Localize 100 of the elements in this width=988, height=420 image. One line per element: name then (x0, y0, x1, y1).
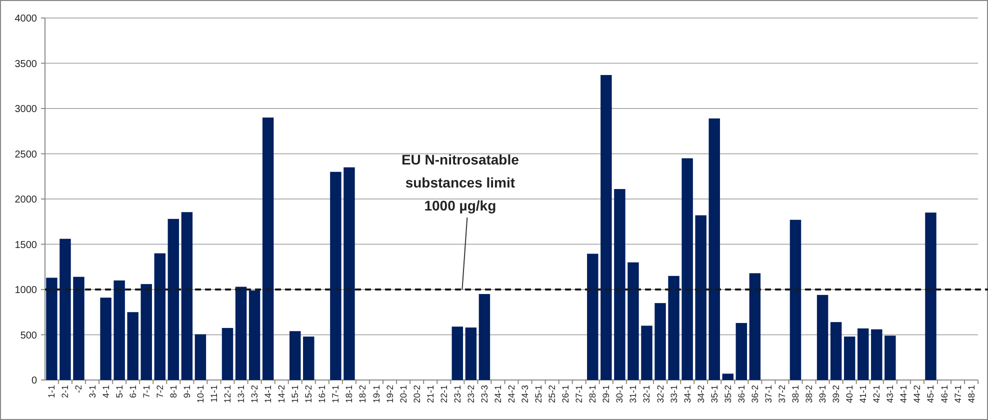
bar (235, 286, 247, 380)
bar (303, 336, 314, 380)
x-tick-label: 4-1 (100, 385, 111, 398)
y-tick-label: 1000 (14, 285, 38, 296)
bar (46, 278, 58, 380)
x-tick-label: 17-1 (330, 385, 341, 404)
x-tick-label: 3-1 (87, 385, 98, 398)
bar (344, 167, 355, 380)
bar (168, 218, 180, 380)
bar (248, 290, 260, 380)
x-tick-label: 12-1 (222, 385, 232, 404)
y-tick-label: 500 (20, 330, 38, 342)
y-tick-label: 3500 (14, 58, 38, 70)
x-tick-label: 15-2 (304, 385, 314, 404)
bar (816, 294, 828, 380)
y-tick-label: 3000 (14, 104, 38, 115)
x-tick-label: 11-1 (208, 385, 219, 402)
x-tick-label: 13-1 (236, 385, 246, 404)
bar (641, 326, 652, 380)
bar (668, 276, 680, 380)
x-tick-label: 45-1 (926, 385, 936, 404)
x-tick-label: 44-1 (898, 385, 909, 404)
x-tick-label: 18-2 (358, 385, 368, 404)
x-tick-label: 23-3 (479, 385, 490, 404)
x-tick-label: 48-1 (966, 385, 976, 404)
x-tick-label: 24-1 (492, 385, 503, 404)
x-tick-label: 1-1 (46, 385, 57, 398)
bar (60, 238, 71, 380)
x-tick-label: 14-2 (276, 385, 287, 404)
bar (290, 331, 301, 380)
ref-line-label: EU N-nitrosatable substances limit 1000 µg/kg (401, 152, 520, 214)
x-tick-label: 32-1 (642, 385, 652, 404)
x-tick-label: 15-1 (290, 385, 300, 404)
x-tick-label: 42-1 (872, 385, 882, 404)
x-tick-label: 38-1 (790, 385, 800, 404)
x-tick-label: 10-1 (195, 385, 206, 404)
bar (181, 212, 193, 380)
bar (587, 254, 598, 380)
y-tick-label: 4000 (14, 14, 38, 24)
x-tick-label: 33-1 (668, 385, 679, 404)
x-tick-label: 24-3 (520, 385, 530, 404)
y-tick-label: 2500 (14, 149, 38, 160)
bar (722, 374, 734, 380)
x-tick-label: 19-2 (384, 385, 395, 404)
x-tick-label: 22-1 (438, 385, 449, 404)
bar (614, 189, 626, 380)
x-tick-label: 23-1 (452, 385, 462, 404)
bar (73, 276, 84, 380)
x-tick-label: 44-2 (912, 385, 922, 404)
x-tick-label: 23-2 (466, 385, 476, 404)
x-tick-label: 14-1 (263, 385, 274, 404)
x-tick-label: 6-1 (128, 385, 138, 398)
x-tick-label: 35-1 (709, 385, 720, 404)
x-tick-label: 18-1 (344, 385, 354, 404)
x-tick-label: 21-1 (425, 385, 436, 404)
x-tick-label: 39-2 (831, 385, 842, 404)
bar (100, 298, 112, 380)
x-tick-label: 20-2 (412, 385, 422, 404)
bar (478, 294, 490, 380)
bar (222, 328, 234, 380)
x-tick-label: 38-2 (804, 385, 814, 404)
bar (790, 220, 802, 380)
x-tick-label: 29-1 (601, 385, 612, 404)
bar (708, 118, 720, 380)
x-tick-label: 46-1 (939, 385, 950, 404)
bar (736, 322, 748, 380)
bar (465, 328, 477, 380)
x-tick-label: 41-1 (858, 385, 868, 404)
bar (452, 326, 464, 380)
bar (749, 273, 761, 380)
bar (682, 158, 693, 380)
y-tick-label: 2000 (14, 194, 38, 206)
bar (654, 303, 666, 380)
bar (871, 329, 882, 380)
bar (628, 262, 639, 380)
bar (858, 328, 869, 380)
x-tick-label: 5-1 (114, 385, 124, 398)
y-tick-label: 0 (31, 376, 38, 386)
x-tick-label: 47-1 (952, 385, 963, 404)
bar (154, 253, 166, 380)
bar (695, 215, 706, 380)
x-tick-label: 31-1 (628, 385, 638, 404)
x-tick-label: 40-1 (844, 385, 855, 404)
x-tick-label: 24-2 (506, 385, 516, 404)
bar (262, 118, 274, 380)
x-tick-label: 27-1 (574, 385, 584, 404)
x-tick-label: 34-1 (682, 385, 692, 404)
x-tick-label: 26-1 (560, 385, 571, 404)
bar (114, 280, 125, 380)
bar (830, 322, 842, 380)
x-tick-label: 8-1 (168, 385, 178, 398)
bar (925, 212, 936, 380)
x-tick-label: 36-1 (736, 385, 746, 404)
x-tick-label: 16-1 (317, 385, 328, 404)
x-tick-label: 25-1 (534, 385, 544, 404)
x-tick-label: 25-2 (547, 385, 558, 404)
x-tick-label: 34-2 (696, 385, 706, 404)
x-tick-label: 35-2 (722, 385, 733, 404)
bar (194, 334, 206, 380)
x-tick-label: 9-1 (182, 385, 192, 398)
